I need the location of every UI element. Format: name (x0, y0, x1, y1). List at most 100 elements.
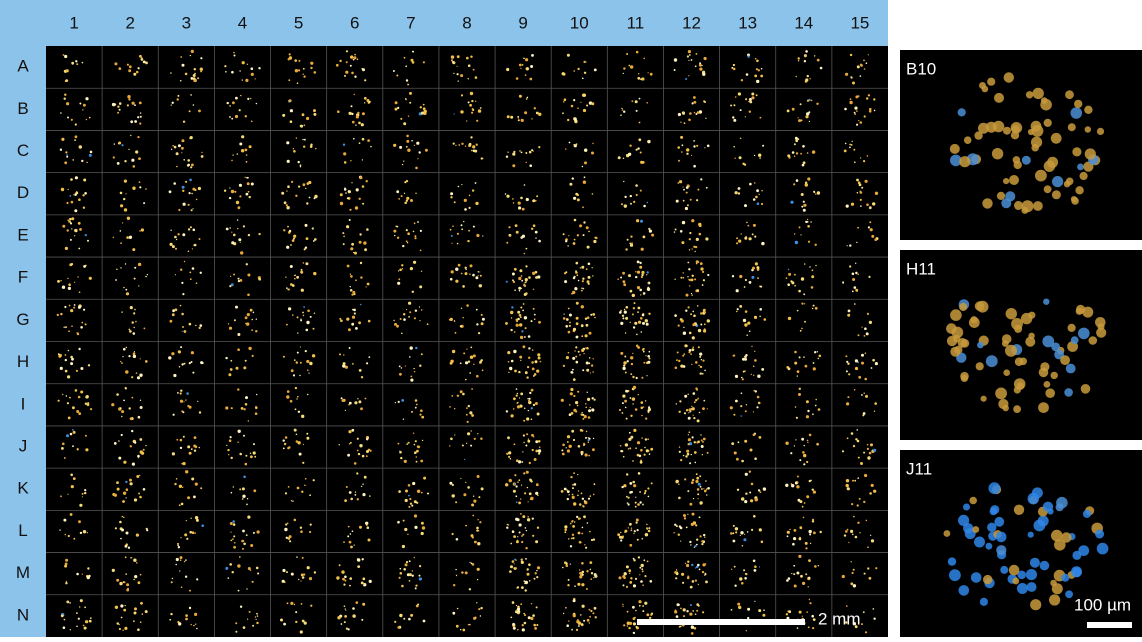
signal-dot (294, 275, 295, 276)
signal-dot (395, 108, 398, 111)
signal-dot (353, 309, 356, 312)
signal-dot (678, 497, 681, 500)
signal-dot (514, 268, 517, 271)
signal-dot (225, 567, 228, 570)
cell (1085, 148, 1096, 159)
signal-dot (471, 100, 473, 102)
signal-dot (139, 374, 142, 377)
signal-dot (527, 516, 529, 518)
signal-dot (123, 348, 126, 351)
signal-dot (233, 234, 236, 237)
signal-dot (229, 197, 231, 199)
signal-dot (290, 120, 293, 123)
signal-dot (741, 377, 743, 379)
signal-dot (796, 572, 799, 575)
signal-dot (525, 278, 528, 281)
signal-dot (759, 528, 762, 531)
signal-dot (582, 605, 585, 608)
cell (1051, 530, 1063, 542)
signal-dot (118, 67, 121, 70)
signal-dot (585, 547, 587, 549)
signal-dot (622, 402, 624, 404)
signal-dot (452, 612, 455, 615)
signal-dot (476, 323, 478, 325)
signal-dot (635, 184, 638, 187)
signal-dot (526, 162, 527, 163)
signal-dot (138, 493, 140, 495)
signal-dot (183, 436, 185, 438)
cell (994, 93, 1004, 103)
signal-dot (88, 364, 90, 366)
signal-dot (807, 440, 809, 442)
signal-dot (637, 539, 639, 541)
signal-dot (517, 629, 519, 631)
signal-dot (72, 429, 74, 431)
signal-dot (730, 105, 732, 107)
signal-dot (675, 367, 678, 370)
signal-dot (344, 188, 347, 191)
signal-dot (128, 98, 130, 100)
signal-dot (638, 472, 640, 474)
signal-dot (243, 408, 245, 410)
signal-dot (129, 330, 132, 333)
signal-dot (623, 73, 624, 74)
signal-dot (522, 310, 524, 312)
signal-dot (229, 327, 232, 330)
signal-dot (137, 136, 139, 138)
signal-dot (506, 453, 508, 455)
signal-dot (869, 206, 872, 209)
signal-dot (528, 347, 530, 349)
signal-dot (524, 408, 526, 410)
cell (1097, 543, 1109, 555)
signal-dot (808, 241, 810, 243)
signal-dot (574, 239, 576, 241)
signal-dot (450, 360, 453, 363)
signal-dot (529, 580, 531, 582)
signal-dot (129, 329, 131, 331)
signal-dot (677, 352, 679, 354)
signal-dot (354, 54, 356, 56)
signal-dot (731, 609, 733, 611)
signal-dot (189, 110, 191, 112)
signal-dot (571, 412, 574, 415)
signal-dot (174, 146, 177, 149)
signal-dot (85, 395, 88, 398)
signal-dot (404, 193, 405, 194)
signal-dot (676, 359, 678, 361)
signal-dot (67, 494, 68, 495)
signal-dot (583, 515, 586, 518)
signal-dot (471, 504, 474, 507)
signal-dot (514, 443, 516, 445)
cell (1045, 388, 1055, 398)
signal-dot (523, 345, 526, 348)
signal-dot (506, 156, 508, 158)
signal-dot (521, 119, 524, 122)
signal-dot (421, 353, 423, 355)
signal-dot (423, 477, 426, 480)
cell (948, 557, 956, 565)
signal-dot (345, 608, 346, 609)
signal-dot (368, 539, 371, 542)
signal-dot (853, 516, 855, 518)
signal-dot (745, 116, 746, 117)
signal-dot (293, 238, 295, 240)
signal-dot (698, 605, 700, 607)
signal-dot (513, 397, 516, 400)
signal-dot (792, 543, 795, 546)
signal-dot (175, 248, 177, 250)
signal-dot (855, 95, 858, 98)
signal-dot (71, 358, 74, 361)
signal-dot (588, 416, 591, 419)
signal-dot (345, 192, 347, 194)
signal-dot (344, 605, 346, 607)
signal-dot (302, 139, 303, 140)
signal-dot (85, 620, 88, 623)
signal-dot (291, 369, 294, 372)
signal-dot (857, 440, 860, 443)
signal-dot (474, 150, 477, 153)
signal-dot (299, 453, 302, 456)
signal-dot (693, 415, 694, 416)
signal-dot (645, 533, 648, 536)
signal-dot (417, 604, 419, 606)
signal-dot (526, 98, 528, 100)
